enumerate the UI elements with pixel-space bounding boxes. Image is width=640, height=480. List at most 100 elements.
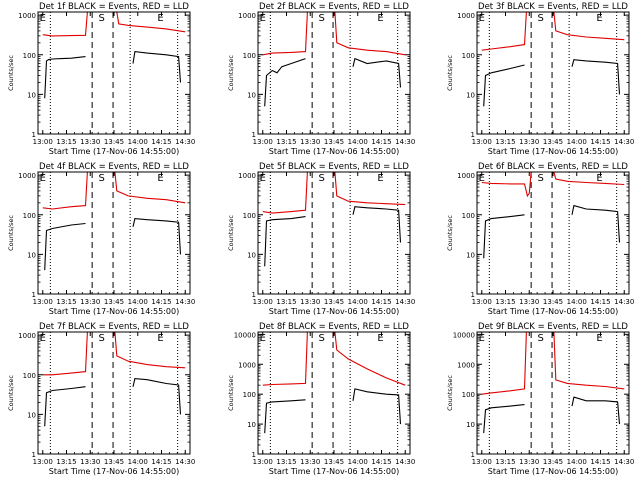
marker-s: S <box>537 173 543 184</box>
x-tick-label: 14:00 <box>348 298 368 306</box>
y-axis-label: Counts/sec <box>227 375 235 411</box>
y-tick-label: 10 <box>466 421 475 429</box>
x-tick-label: 13:15 <box>56 458 76 466</box>
x-tick-label: 14:30 <box>175 138 195 146</box>
x-axis-label: Start Time (17-Nov-06 14:55:00) <box>269 147 399 156</box>
x-tick-label: 14:00 <box>128 458 148 466</box>
series-events-line <box>483 214 525 259</box>
panel-frame <box>257 11 411 135</box>
x-tick-label: 13:30 <box>519 138 539 146</box>
series-lld-line <box>334 12 406 56</box>
marker-e-right: E <box>596 173 602 184</box>
y-tick-label: 1 <box>252 131 256 139</box>
y-tick-label: 100 <box>243 391 256 399</box>
marker-s: S <box>98 333 104 344</box>
x-tick-label: 14:30 <box>175 458 195 466</box>
x-tick-label: 13:00 <box>472 458 492 466</box>
panel-title: Det 1f BLACK = Events, RED = LLD <box>39 2 189 12</box>
panel-title: Det 6f BLACK = Events, RED = LLD <box>478 162 628 172</box>
marker-e-left: E <box>479 13 485 24</box>
x-tick-label: 14:15 <box>151 138 171 146</box>
x-tick-label: 14:30 <box>614 138 634 146</box>
series-events-line <box>44 222 86 271</box>
series-events-line <box>132 218 182 255</box>
x-tick-label: 14:00 <box>567 458 587 466</box>
marker-e-left: E <box>40 333 46 344</box>
y-tick-label: 100 <box>243 52 256 60</box>
y-tick-label: 1000 <box>18 172 36 180</box>
series-lld-line <box>553 172 625 186</box>
y-tick-label: 1000 <box>238 12 256 20</box>
x-tick-label: 14:15 <box>371 298 391 306</box>
x-axis-label: Start Time (17-Nov-06 14:55:00) <box>49 307 179 316</box>
x-tick-label: 13:45 <box>324 138 344 146</box>
series-events-line <box>132 50 182 83</box>
x-tick-label: 14:00 <box>567 138 587 146</box>
marker-s: S <box>537 333 543 344</box>
x-tick-label: 13:30 <box>300 458 320 466</box>
series-lld-line <box>114 172 186 204</box>
y-tick-label: 10 <box>247 421 256 429</box>
series-events-line <box>483 64 525 107</box>
series-events-line <box>44 386 86 427</box>
panel-title: Det 5f BLACK = Events, RED = LLD <box>259 162 409 172</box>
x-tick-label: 13:45 <box>104 298 124 306</box>
y-axis-label: Counts/sec <box>7 215 15 251</box>
marker-e-right: E <box>377 333 383 344</box>
series-lld-line <box>42 332 90 376</box>
x-tick-label: 13:45 <box>543 138 563 146</box>
x-tick-label: 13:45 <box>104 138 124 146</box>
x-tick-label: 14:30 <box>175 298 195 306</box>
marker-e-right: E <box>377 173 383 184</box>
y-axis-label: Counts/sec <box>227 215 235 251</box>
x-tick-label: 14:30 <box>395 138 415 146</box>
series-lld-line <box>262 12 310 56</box>
x-tick-label: 13:15 <box>276 138 296 146</box>
marker-e-right: E <box>157 333 163 344</box>
x-axis-label: Start Time (17-Nov-06 14:55:00) <box>269 307 399 316</box>
x-tick-label: 14:00 <box>567 298 587 306</box>
marker-s: S <box>537 13 543 24</box>
y-tick-label: 10 <box>247 251 256 259</box>
x-tick-label: 13:30 <box>519 458 539 466</box>
x-axis-label: Start Time (17-Nov-06 14:55:00) <box>49 467 179 476</box>
x-tick-label: 13:15 <box>495 458 515 466</box>
x-tick-label: 13:15 <box>276 458 296 466</box>
y-tick-label: 1 <box>32 291 36 299</box>
y-tick-label: 1 <box>471 451 475 459</box>
panel-title: Det 8f BLACK = Events, RED = LLD <box>259 322 409 332</box>
y-tick-label: 1 <box>252 291 256 299</box>
x-tick-label: 13:30 <box>519 298 539 306</box>
panel-frame <box>37 11 191 135</box>
x-tick-label: 14:00 <box>348 458 368 466</box>
series-lld-line <box>262 172 310 214</box>
marker-e-left: E <box>40 173 46 184</box>
y-tick-label: 1000 <box>238 172 256 180</box>
y-tick-label: 10000 <box>453 331 475 339</box>
y-tick-label: 1 <box>471 291 475 299</box>
x-tick-label: 14:00 <box>128 138 148 146</box>
series-lld-line <box>553 332 625 390</box>
x-tick-label: 13:45 <box>104 458 124 466</box>
x-tick-label: 13:15 <box>56 298 76 306</box>
x-axis-label: Start Time (17-Nov-06 14:55:00) <box>488 467 618 476</box>
panel-title: Det 7f BLACK = Events, RED = LLD <box>39 322 189 332</box>
y-tick-label: 100 <box>243 212 256 220</box>
series-events-line <box>352 388 402 425</box>
series-events-line <box>264 216 306 267</box>
series-lld-line <box>114 332 186 369</box>
x-tick-label: 14:00 <box>128 298 148 306</box>
x-tick-label: 14:15 <box>371 458 391 466</box>
series-events-line <box>483 404 525 434</box>
y-tick-label: 100 <box>23 212 36 220</box>
y-tick-label: 10 <box>466 91 475 99</box>
x-tick-label: 13:00 <box>253 298 273 306</box>
x-tick-label: 14:15 <box>151 298 171 306</box>
panel-frame <box>476 171 630 295</box>
